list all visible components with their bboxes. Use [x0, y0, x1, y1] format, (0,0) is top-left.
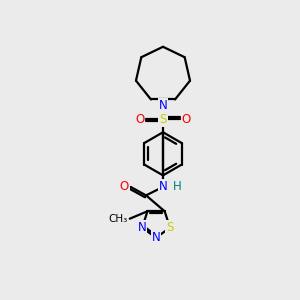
Text: S: S	[159, 113, 167, 126]
Text: N: N	[152, 231, 161, 244]
Text: S: S	[166, 221, 174, 234]
Text: O: O	[182, 113, 191, 126]
Text: O: O	[135, 113, 145, 126]
Text: N: N	[138, 221, 146, 234]
Text: H: H	[173, 180, 182, 194]
Text: N: N	[159, 180, 167, 194]
Text: CH₃: CH₃	[108, 214, 128, 224]
Text: O: O	[120, 180, 129, 194]
Text: N: N	[159, 99, 167, 112]
